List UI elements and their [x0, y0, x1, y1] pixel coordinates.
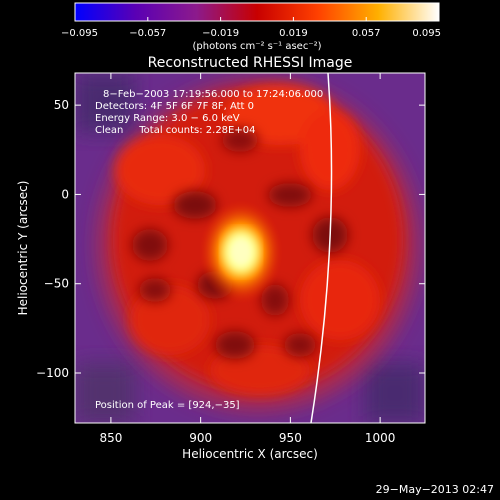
chart-title: Reconstructed RHESSI Image — [148, 55, 353, 71]
y-axis-label: Heliocentric Y (arcsec) — [16, 181, 30, 316]
y-axis-ticks: 50 0 −50 −100 — [36, 98, 425, 380]
colorbar-swatch — [74, 2, 440, 22]
colorbar-tick-label: −0.057 — [129, 28, 166, 39]
y-tick-label: −50 — [44, 277, 69, 291]
colorbar: −0.095 −0.057 −0.019 0.019 0.057 0.095 (photo… — [61, 2, 441, 52]
x-tick-label: 1000 — [365, 431, 396, 445]
observation-annotations: 8−Feb−2003 17:19:56.000 to 17:24:06.000 … — [95, 89, 323, 411]
corner-shade — [365, 363, 425, 423]
colorbar-tick-label: −0.095 — [61, 28, 98, 39]
y-tick-label: 50 — [54, 98, 69, 112]
x-axis-label: Heliocentric X (arcsec) — [182, 447, 318, 461]
bright-patches — [115, 85, 380, 395]
annotation-detectors: Detectors: 4F 5F 6F 7F 8F, Att 0 — [95, 101, 254, 112]
plot-frame — [74, 72, 426, 424]
corner-shade — [75, 73, 135, 133]
corner-shade — [75, 363, 135, 423]
peak-core — [225, 232, 257, 272]
y-tick-label: −100 — [36, 366, 69, 380]
y-tick-label: 0 — [61, 187, 69, 201]
colorbar-ticks: −0.095 −0.057 −0.019 0.019 0.057 0.095 — [61, 17, 441, 39]
annotation-time-range: 8−Feb−2003 17:19:56.000 to 17:24:06.000 — [103, 89, 323, 100]
footer-timestamp: 29−May−2013 02:47 — [375, 483, 494, 496]
x-tick-label: 900 — [189, 431, 212, 445]
x-tick-label: 950 — [279, 431, 302, 445]
plot-area: 850 900 950 1000 50 0 −50 −100 — [36, 72, 426, 445]
colorbar-tick-label: −0.019 — [202, 28, 239, 39]
x-axis-ticks: 850 900 950 1000 — [99, 73, 395, 445]
solar-limb-line — [310, 73, 333, 423]
colorbar-tick-label: 0.095 — [412, 28, 441, 39]
annotation-total-counts: Clean Total counts: 2.28E+04 — [95, 125, 255, 136]
x-tick-label: 850 — [99, 431, 122, 445]
heatmap-image — [75, 73, 425, 423]
colorbar-tick-label: 0.019 — [279, 28, 308, 39]
peak-position-label: Position of Peak = [924,−35] — [95, 400, 240, 411]
annotation-energy-range: Energy Range: 3.0 − 6.0 keV — [95, 113, 240, 124]
colorbar-tick-label: 0.057 — [352, 28, 381, 39]
colorbar-units-label: (photons cm⁻² s⁻¹ asec⁻²) — [192, 41, 321, 52]
